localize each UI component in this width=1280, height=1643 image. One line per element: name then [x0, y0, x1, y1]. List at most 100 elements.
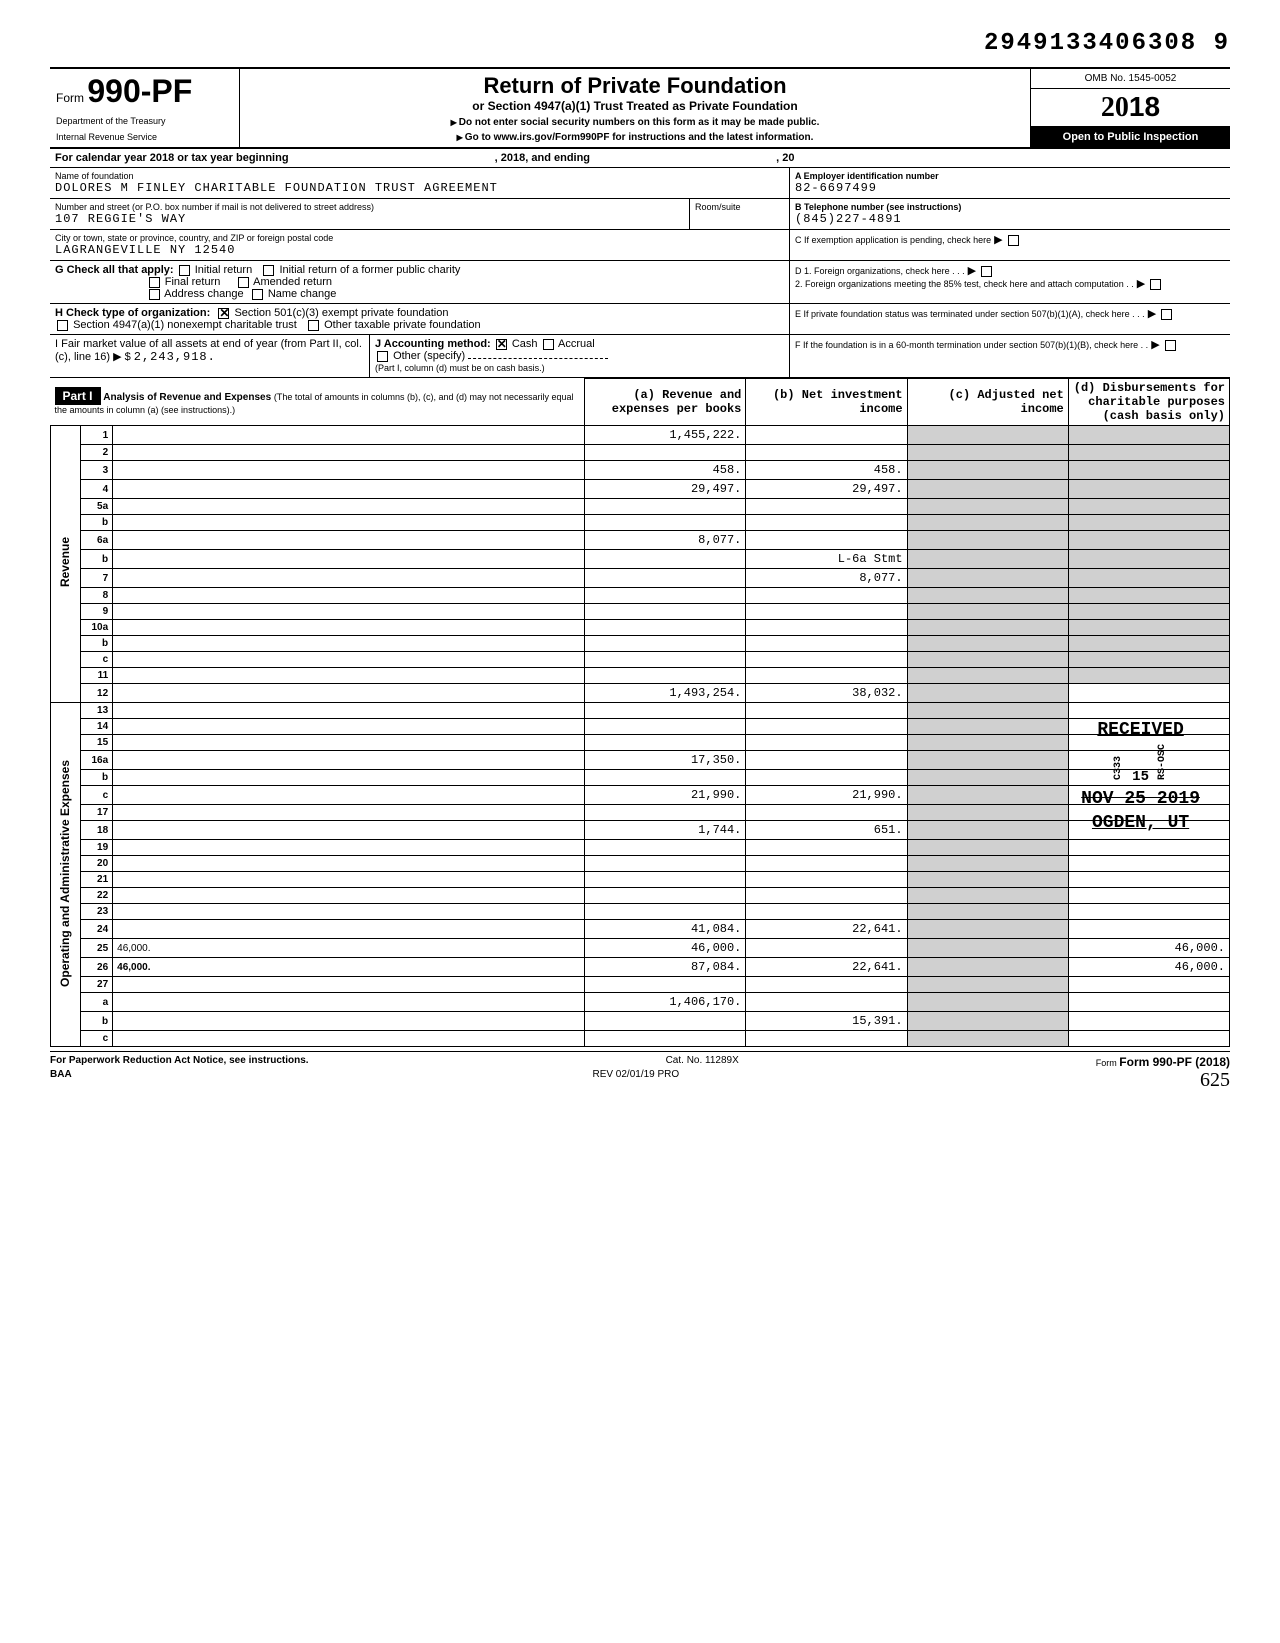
cell-c[interactable]	[907, 872, 1068, 888]
cell-b[interactable]	[746, 904, 907, 920]
c-checkbox[interactable]	[1008, 235, 1019, 246]
cell-b[interactable]	[746, 604, 907, 620]
cell-a[interactable]	[585, 703, 746, 719]
cell-d[interactable]: 46,000.	[1068, 939, 1229, 958]
cell-b[interactable]: 15,391.	[746, 1012, 907, 1031]
cell-c[interactable]	[907, 684, 1068, 703]
cell-c[interactable]	[907, 840, 1068, 856]
cell-b[interactable]	[746, 805, 907, 821]
j-cb-accrual[interactable]	[543, 339, 554, 350]
cell-c[interactable]	[907, 1012, 1068, 1031]
cell-b[interactable]	[746, 770, 907, 786]
cell-a[interactable]	[585, 856, 746, 872]
cell-c[interactable]	[907, 805, 1068, 821]
ein-value[interactable]: 82-6697499	[795, 181, 1225, 195]
cell-a[interactable]	[585, 569, 746, 588]
cell-b[interactable]	[746, 703, 907, 719]
cell-a[interactable]	[585, 550, 746, 569]
cell-b[interactable]	[746, 668, 907, 684]
cell-a[interactable]	[585, 888, 746, 904]
cell-d[interactable]	[1068, 588, 1229, 604]
cell-a[interactable]	[585, 1012, 746, 1031]
g-cb-final[interactable]	[149, 277, 160, 288]
cell-d[interactable]	[1068, 480, 1229, 499]
cell-a[interactable]: 17,350.	[585, 751, 746, 770]
cell-a[interactable]	[585, 1031, 746, 1047]
cell-a[interactable]	[585, 515, 746, 531]
cell-d[interactable]	[1068, 684, 1229, 703]
j-cb-other[interactable]	[377, 351, 388, 362]
cell-a[interactable]: 1,455,222.	[585, 426, 746, 445]
cell-b[interactable]: L-6a Stmt	[746, 550, 907, 569]
cell-b[interactable]: 458.	[746, 461, 907, 480]
cell-b[interactable]	[746, 620, 907, 636]
h-cb-4947[interactable]	[57, 320, 68, 331]
cell-c[interactable]	[907, 719, 1068, 735]
fmv-value[interactable]: 2,243,918.	[134, 350, 216, 364]
cell-c[interactable]	[907, 977, 1068, 993]
cell-d[interactable]	[1068, 604, 1229, 620]
cell-a[interactable]	[585, 719, 746, 735]
cell-a[interactable]: 87,084.	[585, 958, 746, 977]
cell-b[interactable]	[746, 872, 907, 888]
cell-c[interactable]	[907, 652, 1068, 668]
cell-a[interactable]: 1,406,170.	[585, 993, 746, 1012]
cell-a[interactable]	[585, 445, 746, 461]
cell-c[interactable]	[907, 888, 1068, 904]
cell-a[interactable]: 46,000.	[585, 939, 746, 958]
cell-c[interactable]	[907, 620, 1068, 636]
cell-b[interactable]	[746, 426, 907, 445]
cell-d[interactable]	[1068, 993, 1229, 1012]
cell-a[interactable]: 1,744.	[585, 821, 746, 840]
h-cb-501c3[interactable]	[218, 308, 229, 319]
cell-d[interactable]	[1068, 499, 1229, 515]
cell-b[interactable]	[746, 977, 907, 993]
e-checkbox[interactable]	[1161, 309, 1172, 320]
cell-b[interactable]	[746, 735, 907, 751]
cell-a[interactable]	[585, 904, 746, 920]
cell-b[interactable]: 8,077.	[746, 569, 907, 588]
cell-b[interactable]: 21,990.	[746, 786, 907, 805]
cell-d[interactable]	[1068, 872, 1229, 888]
cell-d[interactable]	[1068, 888, 1229, 904]
d1-checkbox[interactable]	[981, 266, 992, 277]
cell-d[interactable]	[1068, 531, 1229, 550]
cell-b[interactable]	[746, 636, 907, 652]
cell-d[interactable]	[1068, 620, 1229, 636]
cell-d[interactable]	[1068, 515, 1229, 531]
cell-d[interactable]	[1068, 569, 1229, 588]
cell-c[interactable]	[907, 1031, 1068, 1047]
cell-c[interactable]	[907, 569, 1068, 588]
cell-a[interactable]	[585, 652, 746, 668]
cell-d[interactable]	[1068, 668, 1229, 684]
g-cb-namechg[interactable]	[252, 289, 263, 300]
cell-a[interactable]: 1,493,254.	[585, 684, 746, 703]
d2-checkbox[interactable]	[1150, 279, 1161, 290]
cell-b[interactable]	[746, 993, 907, 1012]
g-cb-amended[interactable]	[238, 277, 249, 288]
g-cb-initial[interactable]	[179, 265, 190, 276]
cell-c[interactable]	[907, 531, 1068, 550]
cell-a[interactable]: 8,077.	[585, 531, 746, 550]
cell-c[interactable]	[907, 904, 1068, 920]
f-checkbox[interactable]	[1165, 340, 1176, 351]
city-value[interactable]: LAGRANGEVILLE NY 12540	[55, 243, 784, 257]
cell-a[interactable]	[585, 604, 746, 620]
cell-b[interactable]: 651.	[746, 821, 907, 840]
cell-b[interactable]: 29,497.	[746, 480, 907, 499]
cell-a[interactable]	[585, 770, 746, 786]
cell-d[interactable]	[1068, 1012, 1229, 1031]
g-cb-addrchg[interactable]	[149, 289, 160, 300]
cell-d[interactable]	[1068, 1031, 1229, 1047]
cell-c[interactable]	[907, 920, 1068, 939]
cell-c[interactable]	[907, 993, 1068, 1012]
cell-c[interactable]	[907, 588, 1068, 604]
cell-c[interactable]	[907, 550, 1068, 569]
cell-b[interactable]	[746, 652, 907, 668]
cell-c[interactable]	[907, 770, 1068, 786]
cell-a[interactable]	[585, 499, 746, 515]
cell-b[interactable]: 38,032.	[746, 684, 907, 703]
cell-d[interactable]	[1068, 920, 1229, 939]
cell-c[interactable]	[907, 939, 1068, 958]
cell-a[interactable]	[585, 840, 746, 856]
